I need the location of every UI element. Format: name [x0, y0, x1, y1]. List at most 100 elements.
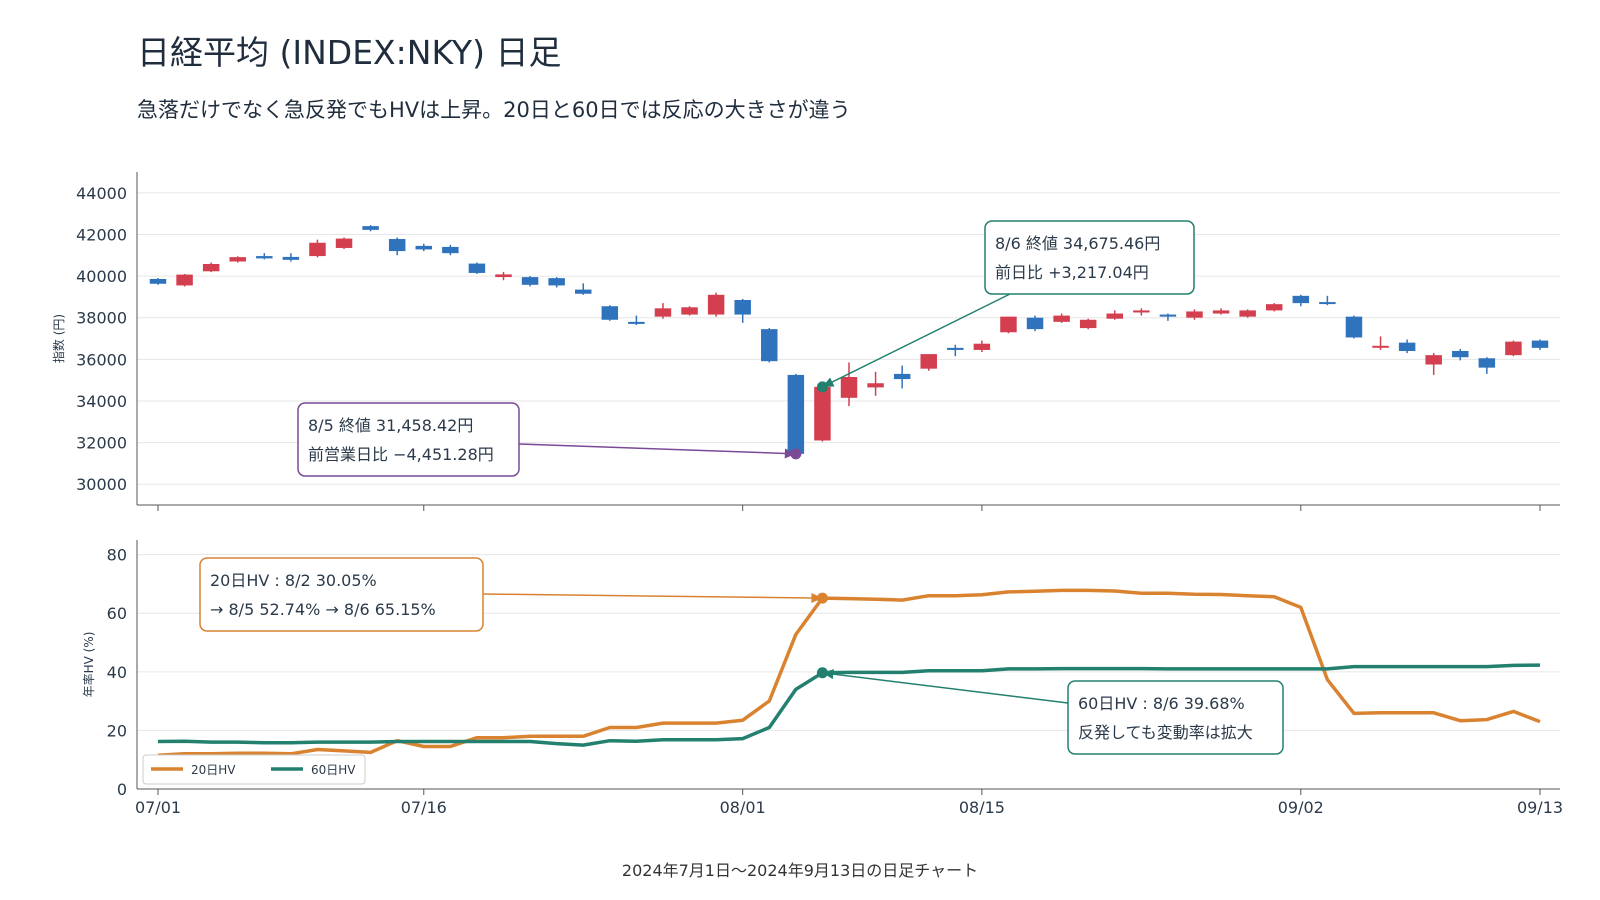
hv-x-tick-label: 07/16 — [401, 798, 447, 817]
hv-x-tick-label: 07/01 — [135, 798, 181, 817]
candle-body — [1186, 311, 1203, 318]
hv-tick-label: 60 — [107, 604, 127, 623]
annotation-0806-close-marker — [816, 381, 828, 393]
annotation-hv60-text: 60日HV : 8/6 39.68% — [1078, 694, 1245, 713]
chart-caption: 2024年7月1日〜2024年9月13日の日足チャート — [621, 861, 979, 880]
hv-x-tick-label: 09/13 — [1517, 798, 1563, 817]
candle-body — [1133, 310, 1150, 313]
candle-body — [149, 278, 167, 284]
candle-body — [335, 238, 353, 248]
hv60-series-line — [157, 663, 1541, 747]
candle-body — [229, 257, 246, 262]
price-axis-title: 指数 (円) — [51, 314, 66, 363]
annotation-hv60-box — [1067, 680, 1284, 755]
candle-body — [1452, 350, 1469, 358]
candle-body — [548, 278, 565, 286]
chart-subtitle: 急落だけでなく急反発でもHVは上昇。20日と60日では反応の大きさが違う — [137, 98, 851, 122]
candle-body — [893, 373, 911, 380]
candle-body — [521, 277, 539, 285]
hv20-series-line — [157, 588, 1541, 758]
candle-body — [947, 347, 964, 350]
annotation-0806-close-arrow-line — [822, 293, 1011, 388]
price-tick-label: 38000 — [76, 309, 127, 328]
annotation-0805-close-marker — [790, 448, 802, 460]
candle-body — [468, 263, 486, 273]
price-tick-label: 44000 — [76, 184, 127, 203]
candle-body — [787, 374, 805, 454]
candle-body — [1106, 313, 1124, 319]
annotation-hv60-text: 反発しても変動率は拡大 — [1078, 723, 1253, 742]
annotation-0806-close-text: 8/6 終値 34,675.46円 — [995, 234, 1160, 253]
candle-body — [761, 329, 778, 362]
hv-x-tick-label: 08/01 — [720, 798, 766, 817]
annotation-0805-close-text: 8/5 終値 31,458.42円 — [308, 416, 473, 435]
hv-x-tick-label: 08/15 — [959, 798, 1005, 817]
candle-body — [1239, 310, 1256, 317]
candle-body — [1398, 342, 1416, 351]
candle-body — [734, 299, 751, 315]
candle-body — [973, 343, 991, 350]
candle-body — [415, 245, 433, 250]
candle-body — [1159, 314, 1177, 317]
annotation-0806-close-text: 前日比 +3,217.04円 — [995, 263, 1149, 282]
candle-body — [388, 239, 406, 252]
legend-box — [142, 754, 366, 785]
annotation-hv20-text: 20日HV : 8/2 30.05% — [210, 571, 377, 590]
price-tick-label: 36000 — [76, 350, 127, 369]
annotation-0805-close-box — [297, 402, 520, 477]
annotation-hv20-arrow-head — [811, 593, 823, 604]
candle-body — [1053, 315, 1070, 322]
candle-body — [1372, 345, 1389, 348]
candle-body — [1000, 316, 1017, 333]
candle-body — [681, 307, 698, 315]
candle-body — [1319, 302, 1336, 305]
candle-body — [1292, 295, 1310, 304]
candle-body — [1265, 304, 1283, 311]
candle-body — [840, 377, 858, 398]
candle-body — [920, 354, 937, 369]
candle-body — [814, 386, 831, 441]
candle-body — [707, 294, 725, 315]
hv-tick-label: 40 — [107, 663, 127, 682]
candle-body — [282, 256, 300, 260]
candle-body — [442, 246, 459, 254]
annotation-hv60-arrow-line — [822, 672, 1069, 704]
annotation-hv20-arrow-line — [482, 593, 823, 599]
annotation-0805-close-arrow-line — [518, 443, 796, 455]
candle-body — [628, 321, 645, 324]
annotation-0805-close-arrow-head — [784, 448, 796, 459]
price-tick-label: 42000 — [76, 225, 127, 244]
candle-body — [309, 242, 326, 257]
price-tick-label: 32000 — [76, 434, 127, 453]
legend-label: 60日HV — [311, 763, 356, 777]
candle-body — [1345, 316, 1363, 338]
hv-axis-title: 年率HV (%) — [81, 632, 96, 698]
price-tick-label: 30000 — [76, 475, 127, 494]
candle-body — [1505, 341, 1522, 356]
candle-body — [495, 274, 512, 278]
candle-body — [256, 256, 273, 259]
annotation-hv20-text: → 8/5 52.74% → 8/6 65.15% — [210, 600, 436, 619]
candle-body — [1425, 355, 1442, 365]
candle-body — [202, 263, 220, 272]
annotation-hv60-arrow-head — [822, 669, 834, 680]
hv-tick-label: 20 — [107, 721, 127, 740]
hv-tick-label: 80 — [107, 546, 127, 565]
candle-body — [1212, 310, 1230, 314]
hv-tick-label: 0 — [117, 780, 127, 799]
candle-body — [574, 289, 592, 294]
candle-body — [601, 306, 619, 320]
annotation-0806-close-box — [984, 220, 1195, 295]
candle-body — [1026, 317, 1044, 330]
candle-body — [176, 274, 193, 286]
chart-title: 日経平均 (INDEX:NKY) 日足 — [137, 33, 562, 72]
legend-label: 20日HV — [191, 763, 236, 777]
candle-body — [1531, 340, 1549, 348]
annotation-hv20-box — [199, 557, 484, 632]
price-tick-label: 34000 — [76, 392, 127, 411]
hv-x-tick-label: 09/02 — [1278, 798, 1324, 817]
annotation-hv20-marker — [816, 592, 828, 604]
candle-body — [654, 308, 672, 317]
candle-body — [1079, 319, 1097, 329]
